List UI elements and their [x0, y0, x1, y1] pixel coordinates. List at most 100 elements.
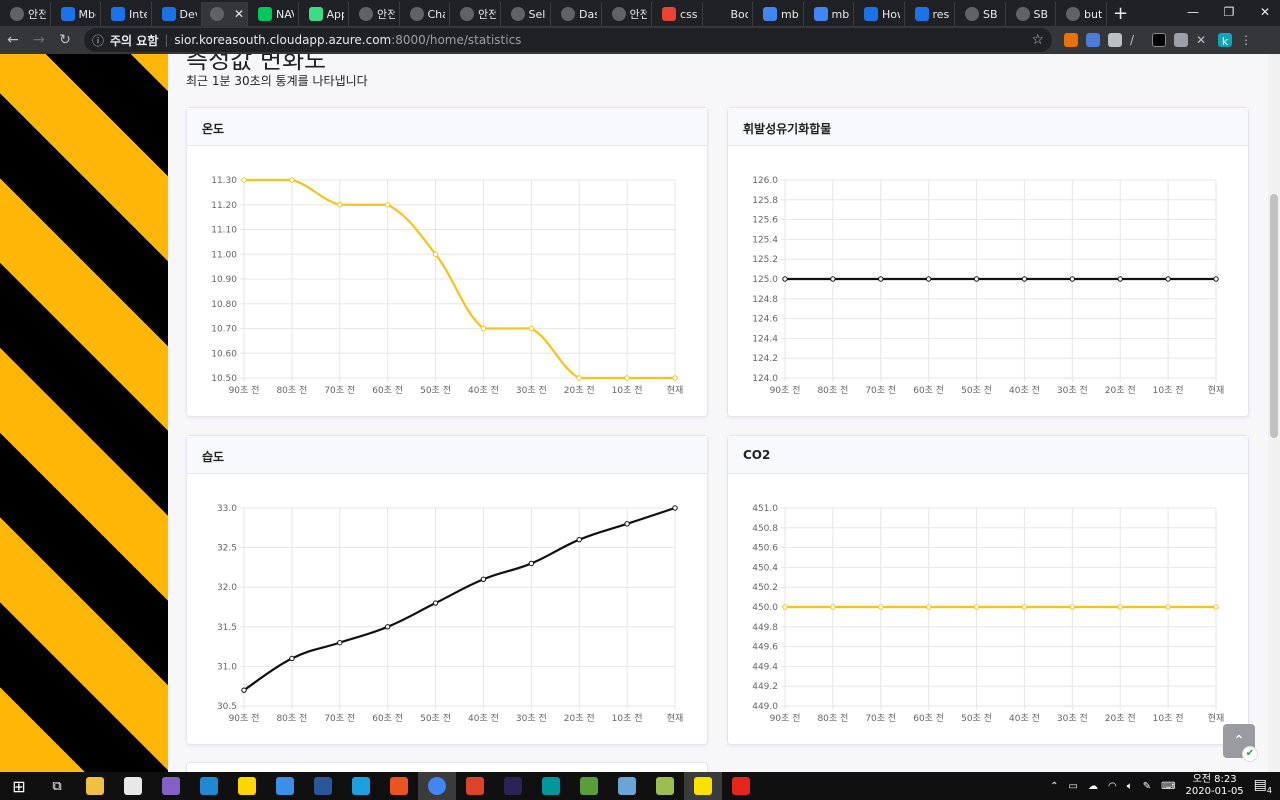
forward-icon[interactable]: →	[33, 32, 45, 48]
profile-avatar[interactable]: k	[1218, 33, 1232, 48]
visual-studio-icon[interactable]	[152, 772, 190, 800]
data-point[interactable]	[624, 521, 630, 527]
browser-tab[interactable]: Inter	[101, 2, 152, 26]
data-point[interactable]	[1213, 276, 1219, 282]
data-point[interactable]	[830, 276, 836, 282]
data-point[interactable]	[925, 276, 932, 282]
data-point[interactable]	[672, 375, 678, 381]
data-point[interactable]	[1213, 604, 1219, 610]
app-red-icon[interactable]	[456, 772, 494, 800]
data-point[interactable]	[480, 576, 487, 582]
browser-tab[interactable]: SB A	[1006, 2, 1056, 26]
data-point[interactable]	[528, 560, 535, 567]
data-point[interactable]	[1069, 276, 1076, 282]
shield-icon[interactable]: ✔	[1242, 746, 1258, 762]
address-bar[interactable]: ⓘ 주의 요함 | sior.koreasouth.cloudapp.azure…	[84, 28, 1052, 52]
sticky-notes-icon[interactable]	[228, 772, 266, 800]
minimize-button[interactable]: —	[1187, 5, 1199, 19]
data-point[interactable]	[241, 687, 247, 693]
restore-button[interactable]: ❐	[1223, 5, 1235, 19]
browser-tab[interactable]: 안전	[0, 2, 51, 26]
data-point[interactable]	[1117, 604, 1123, 610]
onedrive-icon[interactable]: ☁	[1087, 780, 1098, 792]
extension-icon-gray[interactable]	[1108, 33, 1122, 47]
bookmark-star-icon[interactable]: ☆	[1031, 32, 1044, 48]
app-green-icon[interactable]	[570, 772, 608, 800]
data-point[interactable]	[1021, 276, 1028, 282]
browser-tab[interactable]: Mbe	[51, 2, 101, 26]
data-point[interactable]	[480, 325, 487, 332]
browser-tab[interactable]: SB A	[955, 2, 1006, 26]
arduino-icon[interactable]	[532, 772, 570, 800]
reload-icon[interactable]: ↻	[59, 32, 71, 48]
browser-tab[interactable]: Dash	[551, 2, 602, 26]
data-point[interactable]	[672, 505, 678, 511]
browser-tab[interactable]: 안✕	[202, 2, 248, 26]
data-point[interactable]	[782, 604, 788, 610]
extension-icon-slash[interactable]: /	[1130, 33, 1135, 47]
volume-icon[interactable]: 🔈︎	[1126, 780, 1133, 792]
browser-tab[interactable]: 안전	[602, 2, 652, 26]
browser-tab[interactable]: butt	[1056, 2, 1107, 26]
data-point[interactable]	[1165, 604, 1171, 610]
browser-tab[interactable]: Sele	[501, 2, 551, 26]
data-point[interactable]	[782, 276, 788, 282]
data-point[interactable]	[528, 325, 535, 332]
scrollbar-thumb[interactable]	[1270, 194, 1278, 438]
browser-tab[interactable]: NAV	[248, 2, 299, 26]
browser-tab[interactable]: css	[652, 2, 703, 26]
file-explorer-icon[interactable]	[76, 772, 114, 800]
browser-tab[interactable]: How	[854, 2, 905, 26]
browser-tab[interactable]: Char	[400, 2, 450, 26]
browser-tab[interactable]: Appl	[299, 2, 349, 26]
data-point[interactable]	[432, 600, 439, 606]
wifi-icon[interactable]: ◠	[1107, 780, 1117, 792]
data-point[interactable]	[1021, 604, 1028, 610]
data-point[interactable]	[973, 604, 980, 610]
ubuntu-icon[interactable]	[380, 772, 418, 800]
data-point[interactable]	[384, 202, 391, 208]
data-point[interactable]	[576, 375, 582, 381]
windows-start-icon[interactable]: ⊞	[12, 776, 26, 796]
close-window-button[interactable]: ✕	[1259, 5, 1271, 19]
chrome-icon[interactable]	[418, 772, 456, 800]
data-point[interactable]	[337, 202, 343, 208]
kakaotalk-icon[interactable]	[684, 772, 722, 800]
extension-icon-x[interactable]: ✕	[1196, 33, 1207, 47]
new-tab-button[interactable]: +	[1112, 3, 1129, 24]
data-point[interactable]	[925, 604, 932, 610]
browser-tab[interactable]: Boot	[703, 2, 753, 26]
browser-tab[interactable]: Devi	[152, 2, 202, 26]
data-point[interactable]	[576, 536, 582, 543]
keyboard-icon[interactable]: ⌨	[1161, 780, 1176, 792]
word-icon[interactable]	[304, 772, 342, 800]
todo-icon[interactable]	[266, 772, 304, 800]
browser-tab[interactable]: rese	[905, 2, 955, 26]
back-icon[interactable]: ←	[7, 32, 19, 48]
extension-icon-stack[interactable]	[1174, 33, 1188, 47]
notepad-icon[interactable]	[608, 772, 646, 800]
notification-icon[interactable]: ▤4	[1253, 777, 1272, 795]
terminal-icon[interactable]	[1152, 33, 1166, 47]
page-scrollbar[interactable]	[1268, 54, 1280, 772]
browser-tab[interactable]: mbe	[804, 2, 854, 26]
battery-icon[interactable]: ▭	[1068, 780, 1078, 792]
extension-icon-orange[interactable]	[1064, 33, 1078, 47]
data-point[interactable]	[973, 276, 980, 282]
tab-close-icon[interactable]: ✕	[234, 7, 245, 21]
info-icon[interactable]: ⓘ	[92, 33, 105, 48]
data-point[interactable]	[624, 375, 630, 381]
data-point[interactable]	[337, 639, 343, 646]
data-point[interactable]	[1117, 276, 1123, 282]
vscode-icon[interactable]	[190, 772, 228, 800]
eclipse-icon[interactable]	[494, 772, 532, 800]
menu-icon[interactable]: ⋮	[1240, 33, 1252, 47]
task-view-icon[interactable]: ⧉	[52, 778, 62, 794]
data-point[interactable]	[830, 604, 836, 610]
pen-icon[interactable]: ✎	[1142, 780, 1152, 792]
data-point[interactable]	[1069, 604, 1076, 610]
browser-tab[interactable]: 안전	[450, 2, 501, 26]
data-point[interactable]	[384, 624, 391, 630]
data-point[interactable]	[241, 177, 247, 183]
data-point[interactable]	[1165, 276, 1171, 282]
